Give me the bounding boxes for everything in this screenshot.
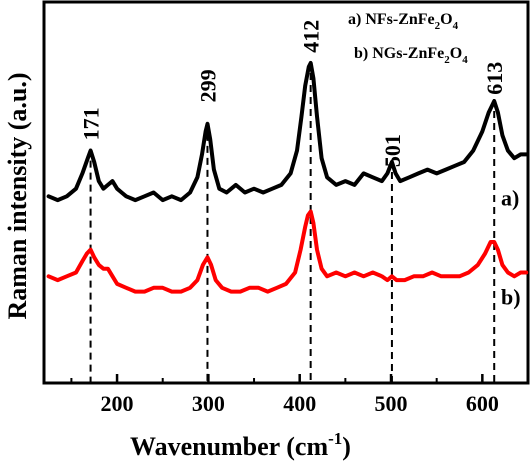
x-axis-title: Wavenumber (cm-1) bbox=[130, 429, 351, 461]
x-axis-ticks: 200 300 400 500 600 bbox=[70, 374, 529, 416]
legend-b-sub1: 2 bbox=[444, 54, 450, 66]
legend-a-tag: a) NFs-ZnFe bbox=[348, 11, 435, 28]
x-tick-label-300: 300 bbox=[192, 391, 225, 416]
legend-a-sub2: 4 bbox=[453, 20, 459, 32]
x-tick-label-400: 400 bbox=[283, 391, 316, 416]
peak-label-412: 412 bbox=[299, 20, 324, 53]
series-tag-b: b) bbox=[501, 285, 521, 310]
peak-label-613: 613 bbox=[482, 62, 507, 95]
series-tag-a: a) bbox=[501, 185, 519, 210]
y-axis-title: Raman intensity (a.u.) bbox=[3, 72, 32, 319]
peak-label-299: 299 bbox=[195, 69, 220, 102]
legend-a-sub1: 2 bbox=[435, 20, 441, 32]
series-line-a bbox=[46, 61, 529, 203]
x-tick-label-600: 600 bbox=[466, 391, 499, 416]
series-lines bbox=[46, 61, 529, 294]
x-axis-title-close: ) bbox=[342, 432, 351, 461]
series-line-b bbox=[46, 209, 529, 294]
legend: a) NFs-ZnFe2O4 b) NGs-ZnFe2O4 bbox=[348, 11, 468, 66]
x-axis-title-sup: -1 bbox=[328, 429, 342, 448]
legend-a-mid: O bbox=[440, 11, 452, 28]
series-tags: a) b) bbox=[501, 185, 521, 309]
legend-entry-a: a) NFs-ZnFe2O4 bbox=[348, 11, 459, 32]
legend-b-mid: O bbox=[450, 45, 462, 62]
x-tick-label-500: 500 bbox=[375, 391, 408, 416]
peak-label-171: 171 bbox=[79, 107, 104, 140]
legend-b-tag: b) NGs-ZnFe bbox=[354, 45, 444, 62]
plot-frame bbox=[42, 0, 530, 385]
legend-b-sub2: 4 bbox=[462, 54, 468, 66]
x-axis-title-main: Wavenumber (cm bbox=[130, 432, 328, 461]
legend-entry-b: b) NGs-ZnFe2O4 bbox=[354, 45, 468, 66]
x-tick-label-200: 200 bbox=[101, 391, 134, 416]
